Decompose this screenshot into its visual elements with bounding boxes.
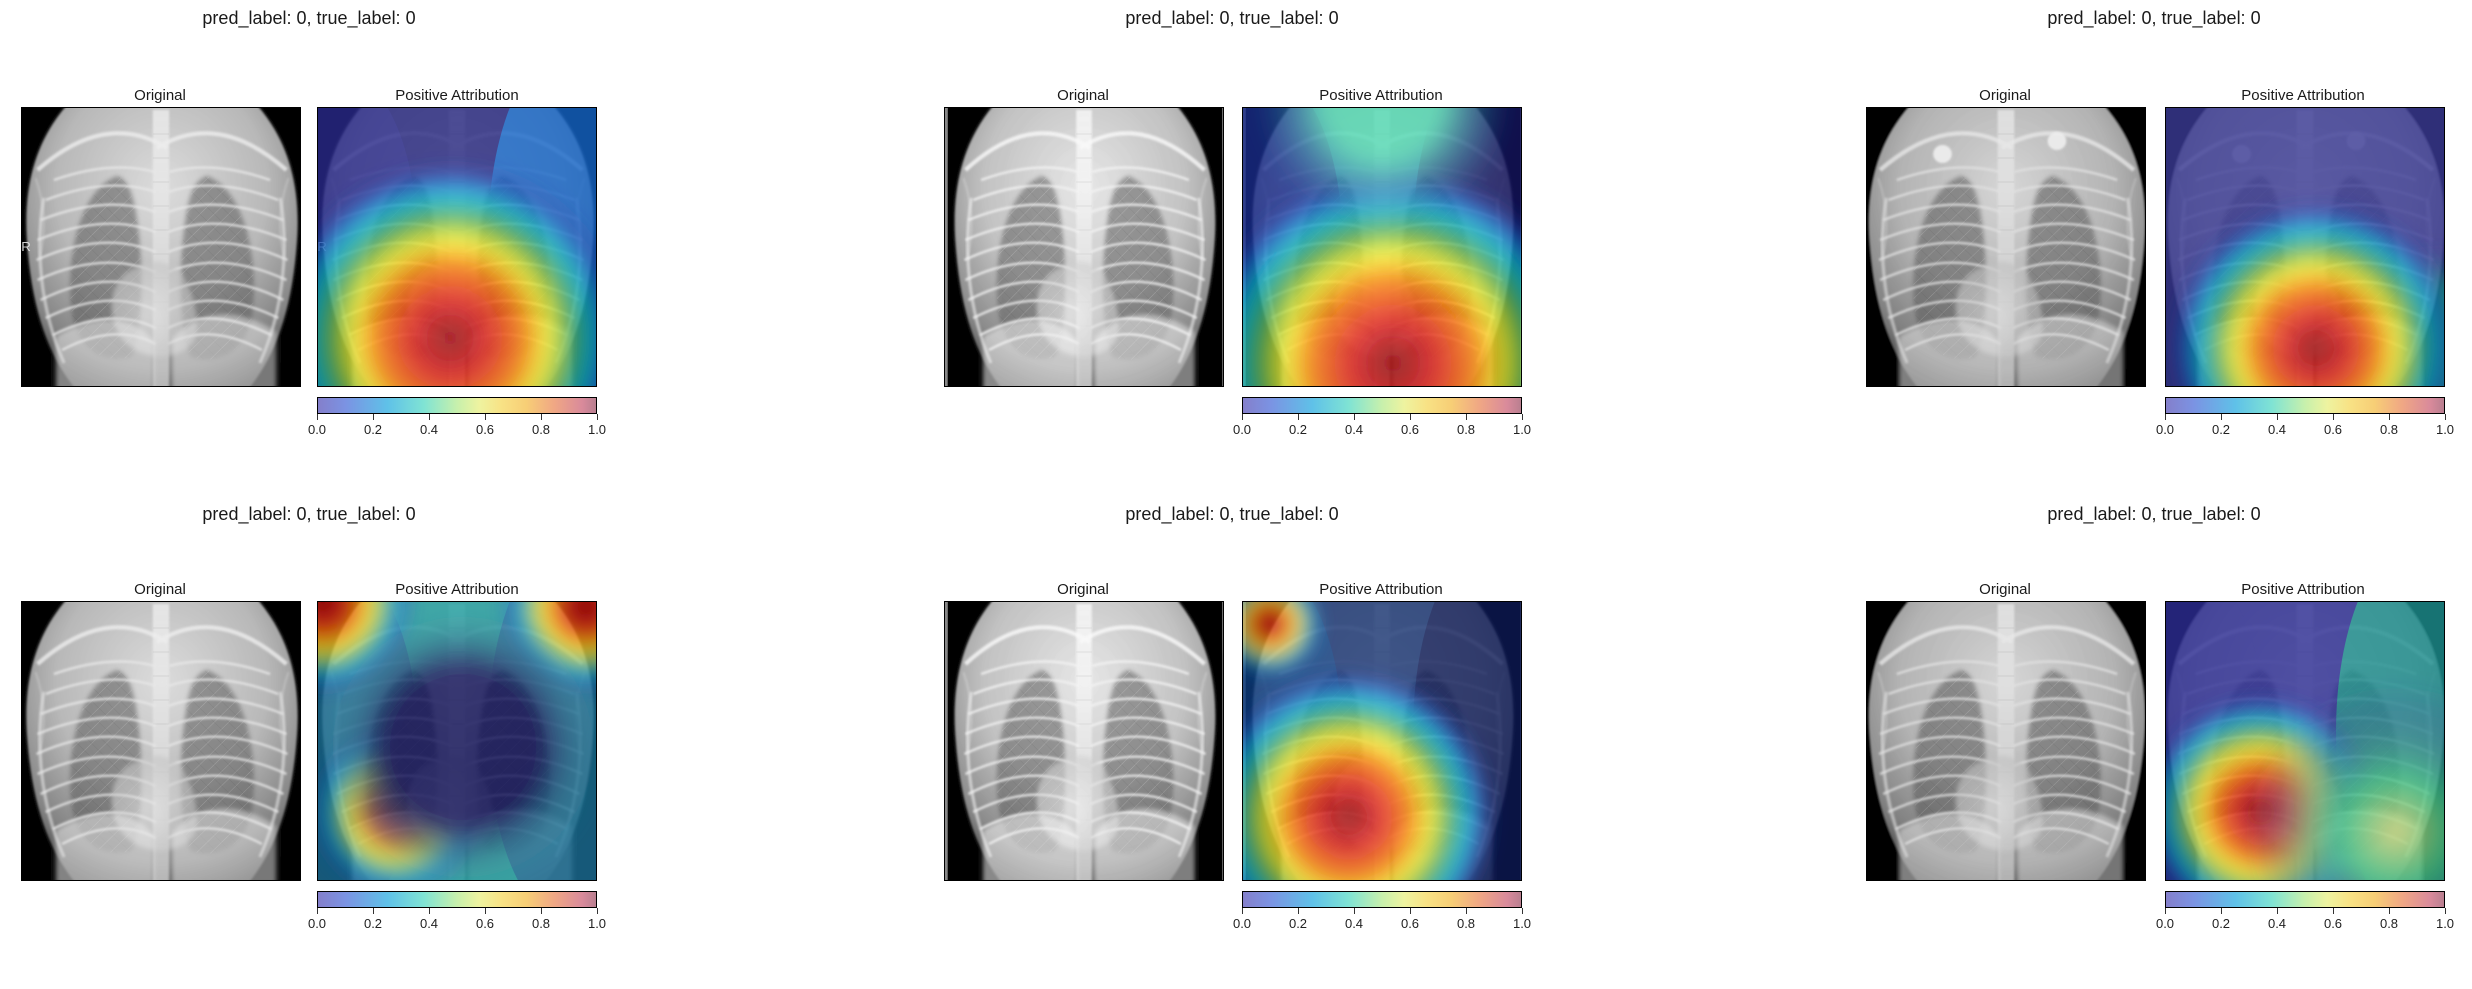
svg-text:R: R — [22, 239, 31, 254]
